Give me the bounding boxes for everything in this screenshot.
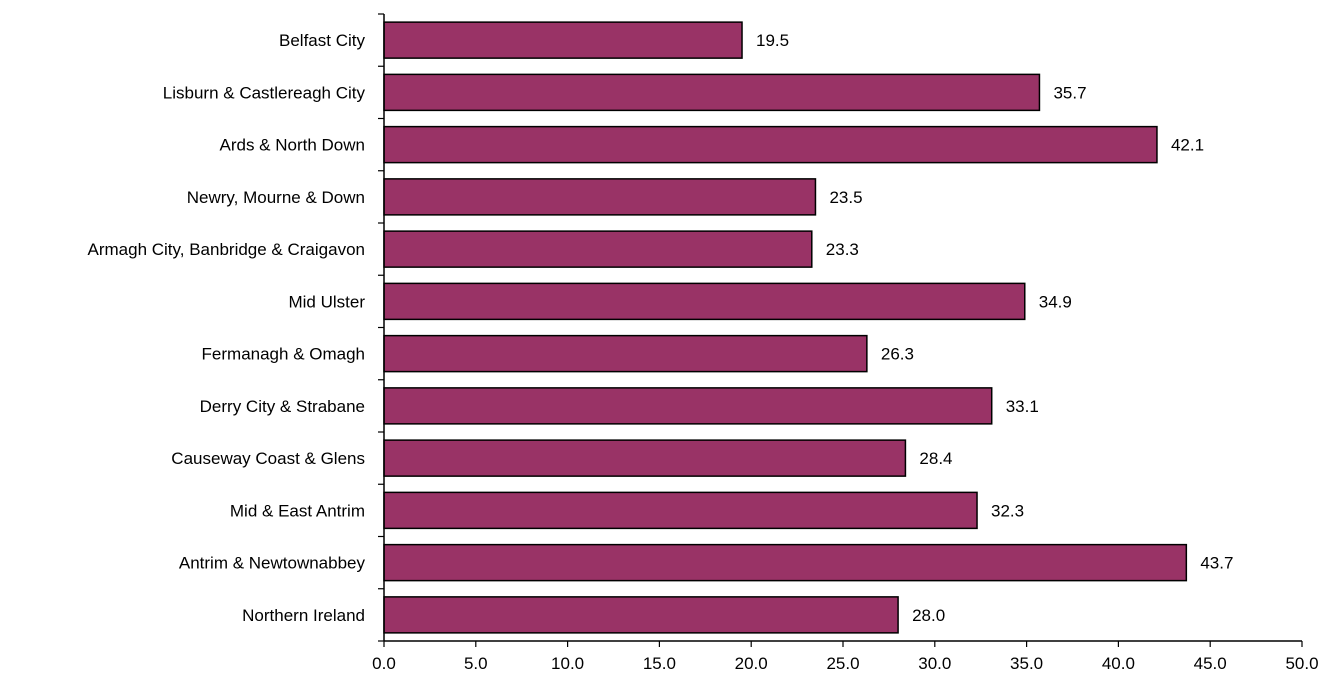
data-label: 33.1: [1006, 397, 1039, 416]
axes: 0.0 5.0 10.0 15.0 20.0 25.0 30.0 35.0 40.0 45.0 50…: [372, 13, 1319, 673]
x-tick-label: 25.0: [826, 654, 859, 673]
data-label: 43.7: [1200, 554, 1233, 573]
bars-layer: [383, 21, 1188, 634]
x-tick-label: 15.0: [643, 654, 676, 673]
data-label: 23.3: [826, 240, 859, 259]
data-label: 28.4: [919, 449, 952, 468]
bar: [383, 178, 817, 216]
x-tick-label: 5.0: [464, 654, 488, 673]
bar: [383, 596, 899, 634]
x-tick-label: 50.0: [1285, 654, 1318, 673]
data-label: 34.9: [1039, 292, 1072, 311]
category-label: Mid & East Antrim: [230, 501, 365, 520]
data-label: 19.5: [756, 31, 789, 50]
category-label: Newry, Mourne & Down: [187, 188, 365, 207]
data-label: 32.3: [991, 501, 1024, 520]
bar: [383, 73, 1041, 112]
x-tick-label: 10.0: [551, 654, 584, 673]
bar: [383, 387, 993, 425]
bar: [383, 491, 978, 530]
bar: [383, 21, 743, 59]
data-label: 42.1: [1171, 136, 1204, 155]
category-label: Belfast City: [279, 31, 365, 50]
data-label: 26.3: [881, 345, 914, 364]
category-label: Lisburn & Castlereagh City: [163, 83, 366, 102]
x-tick-label: 45.0: [1194, 654, 1227, 673]
category-label: Antrim & Newtownabbey: [179, 554, 366, 573]
data-labels: 19.5 35.7 42.1 23.5 23.3 34.9 26.3 33.1 28.4 32.3…: [756, 31, 1233, 625]
bar: [383, 543, 1188, 582]
category-label: Northern Ireland: [242, 606, 365, 625]
category-label: Derry City & Strabane: [200, 397, 365, 416]
x-tick-label: 0.0: [372, 654, 396, 673]
bar: [383, 282, 1026, 321]
category-label: Mid Ulster: [288, 292, 365, 311]
bar: [383, 230, 813, 268]
x-tick-label: 30.0: [918, 654, 951, 673]
x-tick-label: 40.0: [1102, 654, 1135, 673]
category-label: Fermanagh & Omagh: [202, 345, 365, 364]
category-label: Causeway Coast & Glens: [171, 449, 365, 468]
category-label: Ards & North Down: [220, 136, 366, 155]
bar: [383, 334, 868, 373]
x-tick-label: 20.0: [735, 654, 768, 673]
data-label: 35.7: [1053, 83, 1086, 102]
x-tick-label: 35.0: [1010, 654, 1043, 673]
category-labels: Belfast City Lisburn & Castlereagh City Ar…: [88, 31, 366, 625]
data-label: 28.0: [912, 606, 945, 625]
bar: [383, 125, 1158, 164]
category-label: Armagh City, Banbridge & Craigavon: [88, 240, 366, 259]
bar: [383, 439, 907, 477]
data-label: 23.5: [829, 188, 862, 207]
